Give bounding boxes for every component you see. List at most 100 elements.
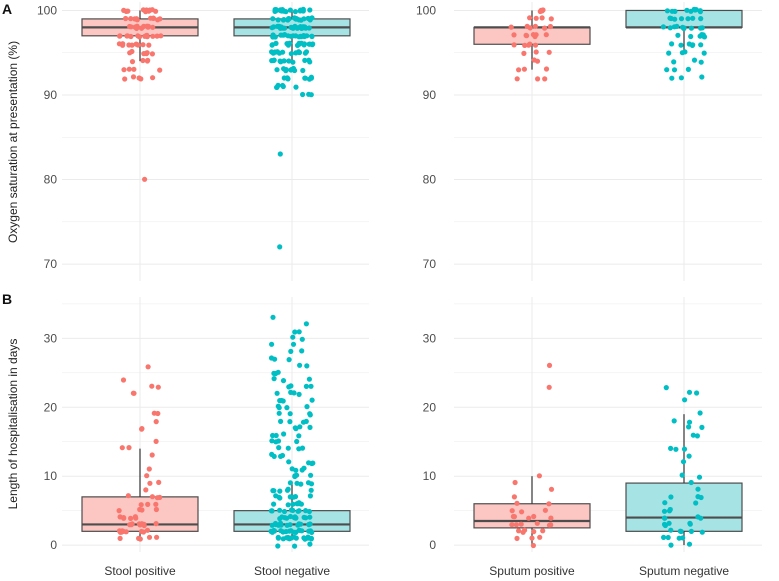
data-point-stool-positive [153,8,159,14]
data-point-stool-negative [292,9,298,15]
data-point-stool-negative [280,529,286,535]
data-point-stool-negative [271,501,277,507]
data-point-stool-negative [280,378,287,384]
data-point-sputum-negative [695,494,701,500]
data-point-stool-negative [309,33,315,40]
data-point-stool-positive [150,24,156,30]
data-point-stool-positive [123,529,129,535]
data-point-stool-negative [307,411,313,417]
data-point-sputum-negative [699,424,705,430]
data-point-stool-negative [307,424,313,430]
data-point-stool-negative [301,514,307,521]
data-point-stool-negative [271,24,277,30]
data-point-sputum-negative [680,24,686,30]
data-point-sputum-negative [688,528,695,535]
data-point-stool-negative [288,51,294,57]
data-point-sputum-positive [543,32,549,38]
data-point-stool-negative [278,522,284,528]
data-point-sputum-positive [540,528,546,534]
data-point-sputum-negative [662,500,668,506]
panel-oxygen-stool: 70 80 90 100 [37,2,369,281]
data-point-stool-negative [296,329,302,335]
y-tick-label: 70 [423,257,437,271]
data-point-sputum-negative [686,41,692,47]
data-point-stool-negative [309,15,315,21]
data-point-stool-negative [276,445,282,451]
data-point-stool-negative [301,465,307,471]
data-point-sputum-positive [542,507,549,513]
data-point-sputum-negative [668,445,674,451]
data-point-sputum-positive [548,486,555,492]
data-point-sputum-negative [698,515,704,521]
data-point-sputum-positive [514,500,520,506]
data-point-stool-negative [308,487,314,493]
data-point-stool-negative [307,541,313,547]
data-point-stool-negative [297,362,303,368]
data-point-stool-negative [287,419,293,425]
data-point-stool-negative [286,459,292,465]
data-point-stool-positive [128,33,134,40]
data-point-stool-negative [297,424,303,430]
data-point-stool-negative [307,514,313,520]
data-point-stool-negative [295,508,301,514]
data-point-stool-negative [292,473,298,480]
data-point-stool-negative [280,82,286,89]
data-point-stool-positive [149,51,155,57]
y-axis-title-b: Length of hospitalisation in days [6,339,20,510]
data-point-stool-positive [146,534,153,540]
data-point-stool-positive [142,176,148,182]
data-point-stool-positive [150,15,156,21]
data-point-stool-negative [282,31,288,38]
data-point-sputum-negative [661,508,668,514]
data-point-sputum-negative [660,24,667,30]
data-point-sputum-negative [694,433,701,439]
data-point-sputum-negative [671,59,677,65]
data-point-stool-negative [304,363,310,369]
data-point-stool-positive [157,16,163,22]
data-point-stool-positive [133,24,140,30]
data-point-stool-positive [143,487,149,493]
data-point-sputum-positive [511,32,517,38]
data-point-stool-positive [150,75,156,81]
data-point-stool-negative [284,75,290,81]
data-point-stool-positive [134,17,140,23]
data-point-stool-negative [276,410,282,416]
data-point-stool-positive [145,501,151,507]
y-tick-label: 90 [44,88,58,102]
data-point-sputum-negative [678,75,685,81]
data-point-sputum-negative [674,23,680,29]
data-point-stool-negative [292,543,298,549]
data-point-stool-negative [298,34,304,40]
data-point-stool-negative [302,57,308,64]
data-point-stool-positive [128,515,134,522]
data-point-stool-negative [295,25,301,31]
data-point-stool-positive [139,426,145,432]
data-point-stool-positive [138,502,144,508]
data-point-stool-positive [141,522,147,529]
data-point-stool-negative [284,405,290,411]
data-point-stool-negative [275,543,281,549]
data-point-stool-negative [302,24,308,30]
data-point-sputum-negative [698,25,704,31]
data-point-sputum-negative [692,7,698,13]
data-point-sputum-positive [529,535,535,541]
data-point-sputum-positive [546,362,553,368]
data-point-stool-negative [269,451,275,457]
data-point-stool-negative [288,348,294,354]
data-point-sputum-positive [533,15,539,21]
data-point-stool-negative [286,357,292,363]
data-point-sputum-negative [698,59,704,65]
data-point-stool-negative [299,336,305,342]
data-point-sputum-negative [668,542,674,548]
data-point-stool-positive [158,33,164,39]
data-point-stool-negative [308,472,314,478]
data-point-stool-negative [290,33,296,39]
data-point-stool-negative [292,494,299,500]
data-point-stool-positive [153,521,159,527]
x-tick-label-sputum-positive: Sputum positive [489,564,575,578]
data-point-sputum-positive [533,49,539,55]
data-point-stool-positive [128,16,134,22]
data-point-stool-negative [275,17,281,23]
panel-label-b: B [2,291,12,307]
data-point-sputum-negative [699,74,705,80]
